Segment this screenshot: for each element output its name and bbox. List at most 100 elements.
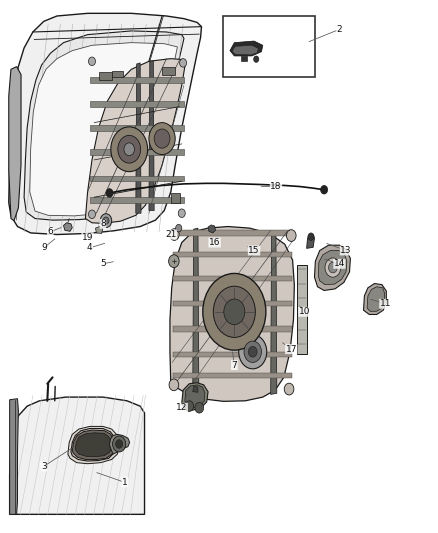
Text: 4: 4 (87, 244, 92, 252)
Polygon shape (173, 373, 292, 378)
Circle shape (224, 299, 245, 325)
Polygon shape (110, 434, 130, 454)
Polygon shape (136, 63, 141, 213)
Text: 6: 6 (47, 228, 53, 236)
Text: 2: 2 (337, 25, 342, 34)
Text: 5: 5 (100, 260, 106, 268)
Circle shape (116, 440, 123, 448)
Polygon shape (208, 225, 215, 233)
Polygon shape (90, 101, 184, 107)
Polygon shape (241, 56, 247, 61)
Text: 3: 3 (41, 462, 47, 471)
Text: 15: 15 (248, 246, 260, 255)
Text: 12: 12 (176, 403, 187, 412)
Polygon shape (90, 125, 184, 131)
Polygon shape (68, 426, 119, 464)
Polygon shape (90, 149, 184, 155)
Bar (99, 72, 112, 80)
Circle shape (180, 59, 187, 67)
Polygon shape (173, 252, 292, 257)
Circle shape (308, 233, 314, 240)
Polygon shape (72, 430, 115, 459)
Polygon shape (9, 67, 21, 221)
Bar (171, 193, 180, 203)
Circle shape (106, 189, 113, 197)
Bar (223, 16, 315, 77)
Circle shape (195, 402, 204, 413)
Circle shape (149, 123, 175, 155)
Circle shape (284, 383, 294, 395)
Text: 7: 7 (231, 361, 237, 369)
Text: 19: 19 (82, 233, 93, 241)
Polygon shape (85, 59, 185, 223)
Polygon shape (90, 176, 184, 181)
Polygon shape (364, 284, 386, 314)
Circle shape (170, 229, 179, 240)
Polygon shape (318, 251, 347, 285)
Polygon shape (149, 61, 154, 211)
Text: 13: 13 (340, 246, 352, 255)
Polygon shape (90, 197, 184, 203)
Polygon shape (75, 433, 112, 457)
Circle shape (213, 286, 255, 337)
Polygon shape (367, 287, 385, 311)
Circle shape (103, 217, 109, 224)
Polygon shape (193, 386, 198, 392)
Text: 9: 9 (41, 244, 47, 252)
Polygon shape (271, 232, 277, 394)
Polygon shape (24, 31, 184, 220)
Circle shape (118, 135, 141, 163)
Polygon shape (30, 43, 177, 216)
Circle shape (254, 56, 259, 62)
Polygon shape (232, 45, 258, 55)
Polygon shape (170, 227, 294, 401)
Bar (162, 67, 175, 75)
Text: 11: 11 (380, 300, 391, 308)
Text: 8: 8 (100, 220, 106, 228)
Circle shape (88, 210, 95, 219)
Polygon shape (10, 399, 18, 514)
Polygon shape (173, 352, 292, 357)
Circle shape (176, 224, 182, 232)
Text: 18: 18 (270, 182, 282, 191)
Circle shape (169, 379, 179, 391)
Polygon shape (173, 326, 292, 332)
Text: 16: 16 (209, 238, 220, 247)
Text: 10: 10 (299, 308, 310, 316)
Bar (297, 265, 307, 354)
Circle shape (244, 341, 261, 362)
Polygon shape (173, 276, 292, 281)
Polygon shape (182, 383, 208, 410)
Circle shape (113, 436, 126, 452)
Polygon shape (307, 235, 314, 248)
Polygon shape (173, 301, 292, 306)
Polygon shape (95, 227, 103, 233)
Text: 14: 14 (334, 260, 345, 268)
Circle shape (328, 262, 337, 273)
Circle shape (325, 258, 341, 277)
Polygon shape (9, 13, 201, 235)
Text: 1: 1 (122, 478, 128, 487)
Polygon shape (64, 223, 72, 231)
Polygon shape (10, 397, 145, 514)
Circle shape (169, 255, 179, 268)
Polygon shape (173, 230, 292, 236)
Circle shape (203, 273, 266, 350)
Circle shape (321, 185, 328, 194)
Polygon shape (193, 228, 199, 397)
Circle shape (248, 346, 257, 357)
Polygon shape (314, 245, 350, 290)
Polygon shape (230, 41, 263, 56)
Circle shape (178, 209, 185, 217)
Text: 21: 21 (165, 230, 177, 239)
Polygon shape (71, 429, 116, 461)
Polygon shape (90, 77, 184, 83)
Circle shape (100, 214, 112, 228)
Bar (112, 71, 123, 77)
Circle shape (185, 401, 194, 411)
Polygon shape (185, 385, 205, 408)
Circle shape (124, 143, 134, 156)
Circle shape (239, 335, 267, 369)
Circle shape (111, 127, 148, 172)
Circle shape (154, 129, 170, 148)
